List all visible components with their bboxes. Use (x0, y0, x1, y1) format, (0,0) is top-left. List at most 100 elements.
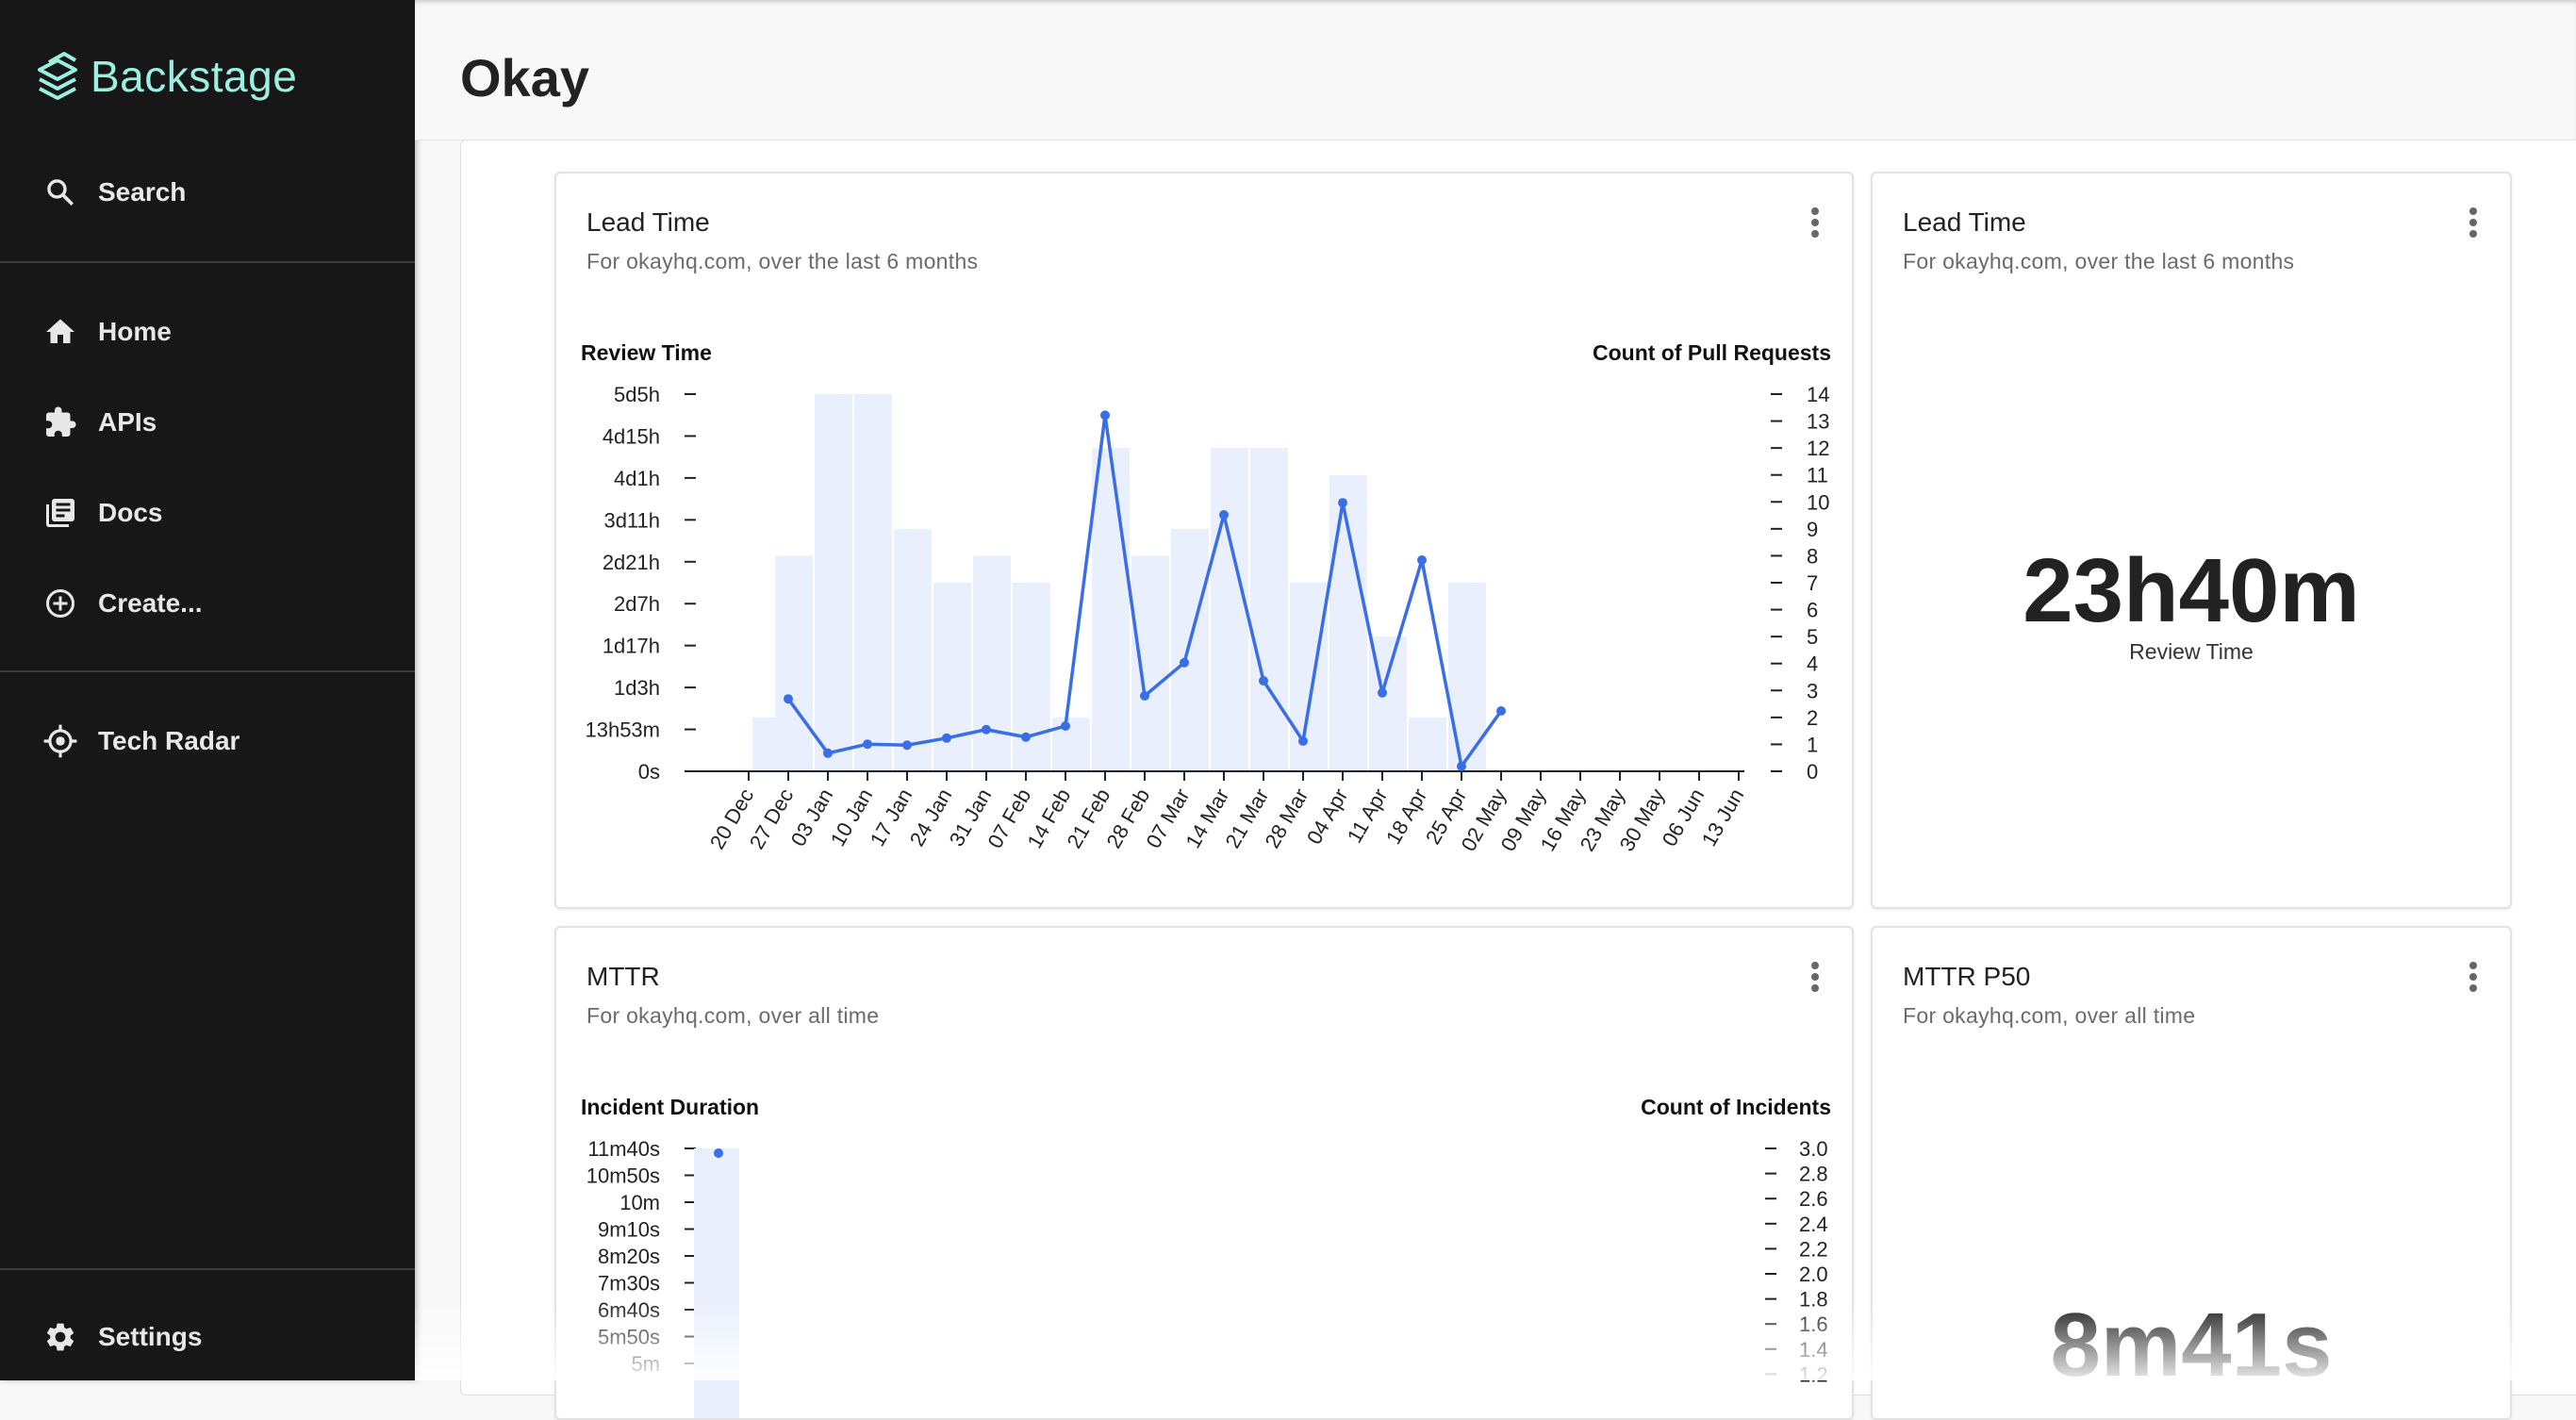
radar-icon (41, 722, 79, 760)
left-tick-label: 4d1h (614, 467, 660, 490)
left-tick-label: 1d3h (614, 676, 660, 700)
pull-request-bar (854, 394, 892, 771)
mttr-chart-card: MTTR For okayhq.com, over all time Incid… (554, 926, 1854, 1420)
gear-icon (41, 1318, 79, 1356)
left-tick-label: 9m10s (598, 1218, 660, 1242)
sidebar-divider (0, 670, 415, 672)
left-tick-label: 10m (619, 1191, 660, 1214)
lead-time-chart-card: Lead Time For okayhq.com, over the last … (554, 172, 1854, 909)
sidebar-divider (0, 261, 415, 263)
pull-request-bar (1052, 717, 1090, 771)
left-tick-label: 6m40s (598, 1298, 660, 1322)
brand-name: Backstage (91, 52, 298, 101)
pull-request-bar (933, 583, 971, 771)
left-axis-title: Review Time (581, 340, 712, 365)
right-tick-label: 2.2 (1799, 1237, 1828, 1261)
sidebar-item-label: APIs (98, 407, 157, 437)
sidebar-item-search[interactable]: Search (0, 155, 415, 230)
review-time-point (1496, 706, 1506, 716)
left-tick-label: 1d17h (603, 635, 660, 658)
left-axis-title: Incident Duration (581, 1095, 759, 1119)
review-time-point (1219, 510, 1229, 520)
pull-request-bar (973, 555, 1011, 771)
card-title: MTTR P50 (1903, 962, 2031, 991)
right-tick-label: 12 (1807, 437, 1829, 460)
left-tick-label: 3d11h (603, 508, 660, 532)
review-time-point (1457, 761, 1466, 771)
review-time-point (823, 748, 833, 758)
left-tick-label: 0s (638, 760, 660, 784)
left-tick-label: 2d21h (603, 551, 660, 574)
right-axis-title: Count of Pull Requests (1593, 340, 1831, 365)
sidebar-item-home[interactable]: Home (0, 294, 415, 370)
pull-request-bar (775, 555, 813, 771)
right-tick-label: 11 (1807, 464, 1828, 487)
pull-request-bar (1211, 448, 1248, 771)
pull-request-bar (1448, 583, 1486, 771)
sidebar-item-label: Settings (98, 1322, 203, 1351)
review-time-point (902, 740, 912, 751)
mttr-chart: Incident Duration Count of Incidents 5m 5m5… (581, 1095, 1831, 1418)
pull-request-bar (815, 394, 852, 771)
pull-request-bar (894, 528, 932, 771)
left-tick-label: 10m50s (586, 1164, 660, 1188)
search-icon (41, 173, 79, 211)
sidebar-item-tech-radar[interactable]: Tech Radar (0, 703, 415, 779)
card-title: Lead Time (1903, 207, 2026, 237)
sidebar-item-apis[interactable]: APIs (0, 385, 415, 460)
review-time-point (1140, 691, 1149, 701)
pull-request-bar (1329, 474, 1367, 771)
sidebar-item-settings[interactable]: Settings (0, 1299, 415, 1375)
add-circle-outline-icon (41, 585, 79, 622)
card-title: Lead Time (586, 207, 710, 237)
right-tick-label: 1.6 (1799, 1313, 1828, 1336)
pull-request-bar (1013, 583, 1050, 771)
review-time-point (863, 739, 872, 750)
puzzle-icon (41, 404, 79, 441)
right-tick-label: 2.6 (1799, 1187, 1828, 1211)
pull-request-bar (1290, 583, 1328, 771)
left-tick-label: 2d7h (614, 592, 660, 616)
lead-time-stat-card: Lead Time For okayhq.com, over the last … (1871, 172, 2512, 909)
incident-duration-point (714, 1148, 723, 1158)
sidebar-item-label: Create... (98, 588, 203, 618)
right-tick-label: 6 (1807, 599, 1818, 622)
card-title: MTTR (586, 962, 660, 991)
right-tick-label: 10 (1807, 490, 1829, 514)
left-tick-label: 7m30s (598, 1272, 660, 1296)
more-vert-icon[interactable] (1801, 204, 1829, 241)
right-axis-title: Count of Incidents (1641, 1095, 1831, 1119)
review-time-point (1338, 498, 1347, 508)
incident-bar (694, 1148, 739, 1418)
lead-time-chart: Review Time Count of Pull Requests 0s 13h53… (581, 340, 1831, 855)
review-time-point (1100, 410, 1110, 421)
more-vert-icon[interactable] (2459, 204, 2487, 241)
left-tick-label: 5d5h (614, 383, 660, 406)
right-tick-label: 3.0 (1799, 1137, 1828, 1161)
card-subtitle: For okayhq.com, over the last 6 months (1903, 249, 2295, 273)
stat-caption: Review Time (2129, 639, 2254, 664)
review-time-point (1021, 732, 1031, 742)
sidebar-item-docs[interactable]: Docs (0, 475, 415, 551)
card-subtitle: For okayhq.com, over all time (1903, 1003, 2196, 1028)
right-tick-label: 2 (1807, 706, 1818, 730)
sidebar-item-label: Home (98, 317, 172, 346)
sidebar-item-label: Docs (98, 498, 163, 527)
more-vert-icon[interactable] (2459, 958, 2487, 996)
right-tick-label: 3 (1807, 679, 1818, 702)
right-tick-label: 9 (1807, 518, 1818, 541)
sidebar-item-create[interactable]: Create... (0, 566, 415, 641)
pull-request-bar (1409, 717, 1446, 771)
right-tick-label: 1.4 (1799, 1338, 1828, 1362)
sidebar-divider (0, 1268, 415, 1270)
review-time-point (1378, 687, 1387, 698)
more-vert-icon[interactable] (1801, 958, 1829, 996)
review-time-point (1417, 555, 1427, 565)
backstage-logo[interactable]: Backstage (36, 49, 297, 104)
right-tick-label: 1.2 (1799, 1362, 1828, 1386)
right-tick-label: 2.8 (1799, 1163, 1828, 1186)
right-tick-label: 5 (1807, 625, 1818, 649)
pull-request-bar (1250, 448, 1288, 771)
stat-value: 8m41s (2050, 1295, 2333, 1395)
page-title: Okay (460, 48, 589, 107)
